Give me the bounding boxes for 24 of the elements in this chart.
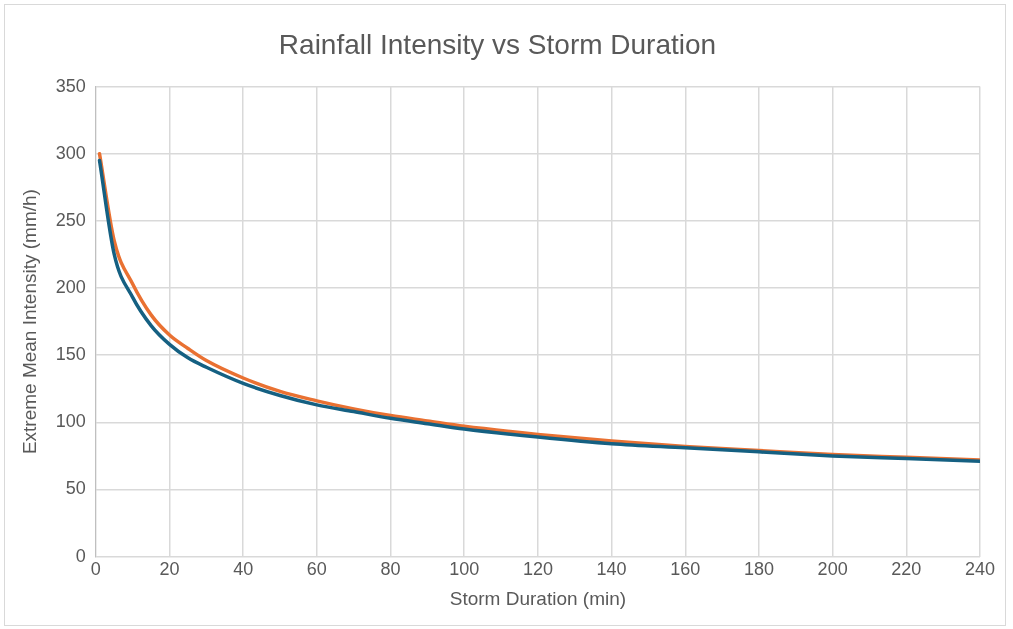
x-tick-label: 100 bbox=[449, 559, 480, 580]
x-axis-title: Storm Duration (min) bbox=[449, 587, 627, 609]
x-tick-label: 20 bbox=[159, 559, 180, 580]
y-tick-label: 250 bbox=[55, 209, 86, 230]
y-tick-label: 0 bbox=[75, 545, 86, 566]
y-tick-label: 300 bbox=[55, 142, 86, 163]
x-tick-label: 140 bbox=[596, 559, 627, 580]
y-tick-label: 150 bbox=[55, 344, 86, 365]
x-tick-label: 200 bbox=[817, 559, 848, 580]
x-tick-label: 180 bbox=[743, 559, 774, 580]
y-tick-label: 50 bbox=[65, 478, 86, 499]
x-tick-label: 240 bbox=[964, 559, 996, 580]
y-tick-label: 100 bbox=[55, 411, 86, 432]
x-tick-label: 160 bbox=[670, 559, 701, 580]
chart-title: Rainfall Intensity vs Storm Duration bbox=[278, 28, 717, 60]
x-tick-label: 120 bbox=[522, 559, 553, 580]
x-tick-label: 40 bbox=[233, 559, 254, 580]
x-tick-label: 60 bbox=[306, 559, 327, 580]
y-tick-label: 350 bbox=[55, 75, 86, 96]
x-tick-label: 80 bbox=[380, 559, 401, 580]
y-tick-label: 200 bbox=[55, 277, 86, 297]
x-tick-label: 0 bbox=[90, 559, 101, 580]
y-axis-title: Extreme Mean Intensity (mm/h) bbox=[18, 189, 40, 455]
x-tick-label: 220 bbox=[891, 559, 922, 580]
